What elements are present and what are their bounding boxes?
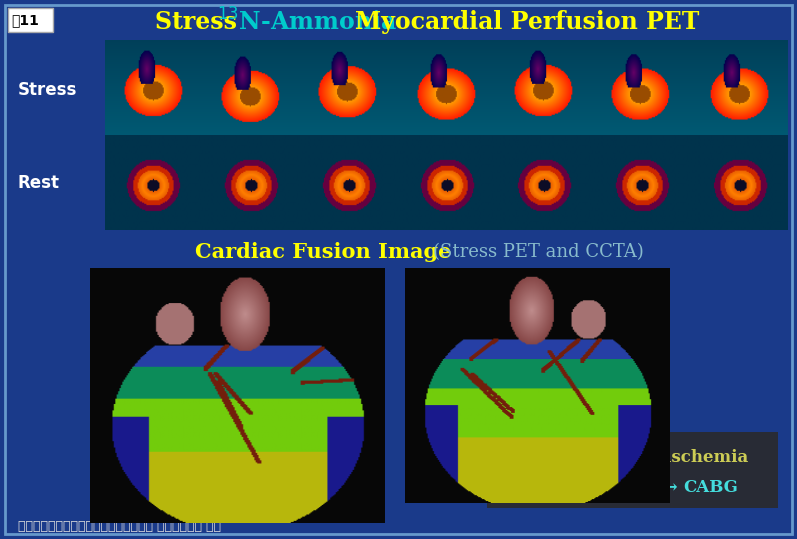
Text: Rest: Rest: [18, 174, 60, 192]
Bar: [95, 319, 173, 341]
Text: CFR 1.25: CFR 1.25: [100, 322, 176, 337]
Text: Cardiac Fusion Image: Cardiac Fusion Image: [195, 242, 458, 262]
FancyBboxPatch shape: [487, 432, 778, 508]
Text: Ant-sep〜ant-lat ischemia: Ant-sep〜ant-lat ischemia: [516, 448, 748, 466]
Text: →: →: [658, 479, 683, 495]
Text: CABG: CABG: [683, 479, 738, 495]
Text: $^{13}$N-Ammonia: $^{13}$N-Ammonia: [217, 9, 398, 36]
Text: (Stress PET and CCTA): (Stress PET and CCTA): [433, 243, 644, 261]
Text: 図11: 図11: [11, 13, 39, 27]
Bar: [227, 449, 307, 471]
Text: Stress: Stress: [18, 81, 77, 99]
Text: (LAD + Dx): (LAD + Dx): [550, 479, 655, 495]
Bar: [8, 8, 53, 32]
Text: Stress: Stress: [155, 10, 245, 34]
Text: 症例提示：日本医科大学付属病院　汶田 コーイチロー 先生: 症例提示：日本医科大学付属病院 汶田 コーイチロー 先生: [18, 521, 221, 534]
Bar: [105, 40, 788, 230]
Text: CFR 1.85: CFR 1.85: [230, 453, 306, 467]
Text: Myocardial Perfusion PET: Myocardial Perfusion PET: [355, 10, 700, 34]
